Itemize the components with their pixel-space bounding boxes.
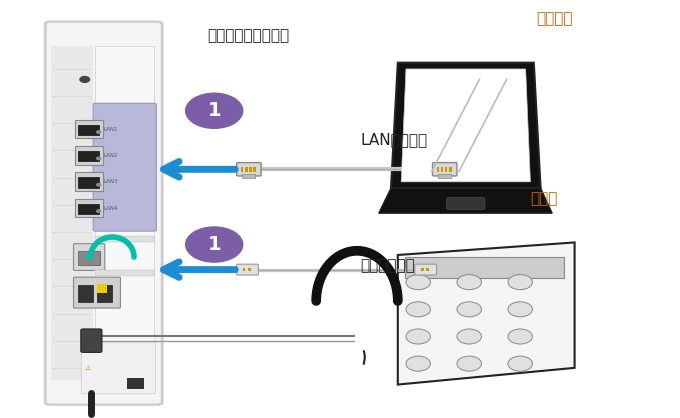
Text: LAN1: LAN1 <box>103 127 118 132</box>
Bar <box>438 174 452 178</box>
Bar <box>253 167 256 172</box>
Bar <box>78 285 93 302</box>
Bar <box>51 46 93 380</box>
Bar <box>245 167 248 172</box>
Circle shape <box>406 329 430 344</box>
Bar <box>95 46 154 380</box>
Bar <box>441 167 443 172</box>
Bar <box>405 257 564 278</box>
Bar <box>95 270 154 276</box>
Circle shape <box>508 302 532 317</box>
FancyBboxPatch shape <box>432 163 457 176</box>
Text: 電話ケーブル: 電話ケーブル <box>360 258 415 273</box>
Text: ⚠: ⚠ <box>84 365 90 371</box>
Circle shape <box>508 356 532 371</box>
Circle shape <box>97 131 101 133</box>
FancyBboxPatch shape <box>73 244 105 270</box>
Circle shape <box>97 157 101 160</box>
Bar <box>75 172 103 191</box>
FancyBboxPatch shape <box>44 20 164 406</box>
Bar <box>249 167 252 172</box>
FancyBboxPatch shape <box>415 264 437 275</box>
Polygon shape <box>391 63 541 188</box>
Text: LAN2: LAN2 <box>103 153 118 158</box>
Bar <box>75 120 103 138</box>
Bar <box>78 251 100 265</box>
Polygon shape <box>379 188 552 213</box>
Circle shape <box>97 184 101 186</box>
Bar <box>97 284 107 293</box>
Circle shape <box>406 302 430 317</box>
Text: LAN3: LAN3 <box>103 179 118 184</box>
Bar <box>78 204 99 214</box>
Polygon shape <box>401 69 530 182</box>
FancyBboxPatch shape <box>46 22 162 405</box>
Bar <box>242 174 256 178</box>
Circle shape <box>508 275 532 290</box>
Circle shape <box>186 93 243 128</box>
Bar <box>78 151 99 161</box>
Circle shape <box>457 356 481 371</box>
Text: ホームゲートウェイ: ホームゲートウェイ <box>207 28 289 43</box>
Text: LAN4: LAN4 <box>103 206 118 211</box>
Bar <box>97 285 112 302</box>
Text: 1: 1 <box>207 101 221 120</box>
Circle shape <box>97 210 101 212</box>
Bar <box>78 177 99 188</box>
Bar <box>449 167 452 172</box>
FancyBboxPatch shape <box>81 329 102 352</box>
FancyBboxPatch shape <box>237 264 258 275</box>
Text: 1: 1 <box>207 235 221 254</box>
Text: パソコン: パソコン <box>536 11 573 26</box>
Bar <box>241 167 243 172</box>
Bar <box>75 146 103 165</box>
Bar <box>95 236 154 242</box>
Circle shape <box>80 76 90 82</box>
Text: 電話機: 電話機 <box>530 191 558 206</box>
Circle shape <box>508 329 532 344</box>
Circle shape <box>457 275 481 290</box>
Bar <box>127 378 144 389</box>
Bar <box>75 199 103 217</box>
Circle shape <box>406 275 430 290</box>
FancyBboxPatch shape <box>73 277 120 308</box>
Circle shape <box>186 227 243 262</box>
Bar <box>426 268 429 271</box>
Text: LANケーブル: LANケーブル <box>360 133 428 148</box>
Circle shape <box>457 329 481 344</box>
FancyBboxPatch shape <box>237 163 261 176</box>
Bar <box>248 268 251 271</box>
Bar <box>421 268 424 271</box>
Circle shape <box>457 302 481 317</box>
FancyBboxPatch shape <box>447 198 485 209</box>
Bar <box>78 125 99 135</box>
Bar <box>243 268 245 271</box>
Circle shape <box>406 356 430 371</box>
FancyBboxPatch shape <box>93 103 156 231</box>
FancyBboxPatch shape <box>81 342 156 394</box>
Bar <box>437 167 439 172</box>
Bar <box>445 167 447 172</box>
Polygon shape <box>398 242 575 385</box>
